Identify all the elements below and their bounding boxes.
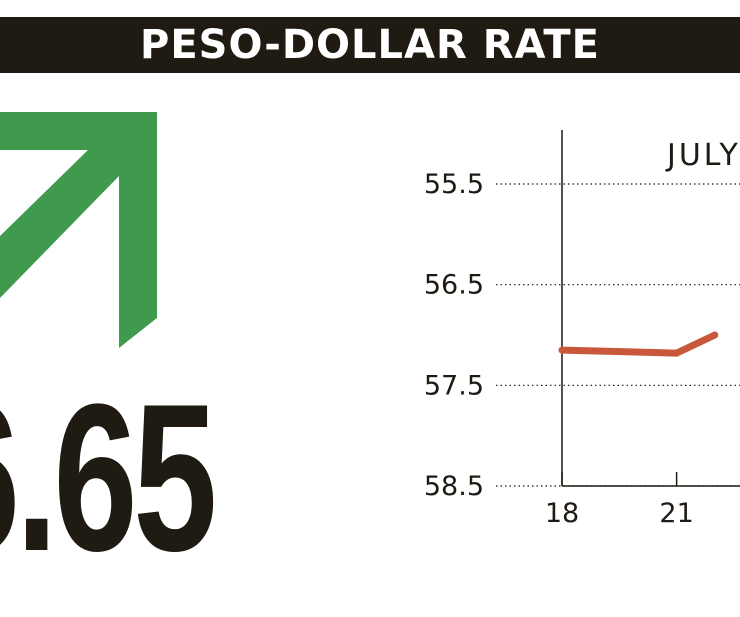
series-line [561,331,717,357]
y-tick-label: 56.5 [424,270,484,301]
data-point [711,331,719,339]
y-tick-label: 55.5 [424,169,484,200]
x-tick-label: 21 [659,498,693,529]
series-layer [558,331,719,357]
y-tick-label: 58.5 [424,471,484,502]
y-axis-labels: 55.5 56.5 57.5 58.5 [424,169,484,502]
y-tick-label: 57.5 [424,370,484,401]
arrow-shape [0,112,157,348]
title-bar: PESO-DOLLAR RATE [0,17,740,73]
month-label: JULY [665,138,740,173]
current-rate: 6.65 [0,360,217,595]
grid-lines [496,183,740,487]
data-point [673,349,681,357]
x-tick-label: 18 [545,498,579,529]
chart-title: PESO-DOLLAR RATE [140,22,600,68]
x-axis-ticks: 18 21 [545,472,694,529]
data-point [558,346,566,354]
